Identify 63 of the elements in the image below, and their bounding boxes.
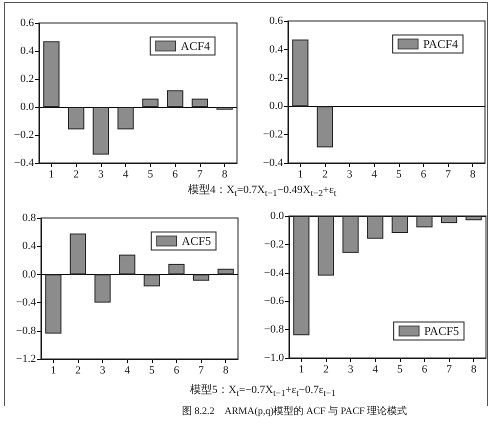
y-tick-label: −1.2 xyxy=(16,353,36,365)
x-tick-label: 1 xyxy=(298,364,304,376)
text: 模型4：X$_{t}$=0.7X$_{t−1}$−0.49X$_{t−2}$+ε$_{t}$ xyxy=(188,183,336,200)
x-tick-label: 3 xyxy=(98,168,104,180)
y-tick-label: 0.0 xyxy=(22,268,36,280)
x-tick-label: 2 xyxy=(75,364,81,376)
y-tick-label: −0.2 xyxy=(14,129,34,141)
y-tick-label: 0.4 xyxy=(20,45,34,57)
y-tick-label: 0.0 xyxy=(269,100,284,112)
caption: 图 8.2.2 ARMA(p,q)模型的 ACF 与 PACF 理论模式 xyxy=(182,404,408,419)
y-tick-label: −0.4 xyxy=(14,157,34,169)
x-tick-label: 8 xyxy=(470,364,477,376)
x-tick-label: 6 xyxy=(174,364,180,376)
x-tick-label: 4 xyxy=(371,168,378,180)
y-tick-label: −0.6 xyxy=(264,295,284,308)
y-tick-label: −1.0 xyxy=(264,352,284,364)
x-tick-label: 3 xyxy=(346,168,353,180)
x-tick-label: 4 xyxy=(124,364,130,376)
y-tick-label: 0.0 xyxy=(270,210,284,222)
y-tick-label: 0.4 xyxy=(22,240,36,252)
x-tick-label: 1 xyxy=(50,364,56,376)
x-tick-label: 8 xyxy=(222,168,228,180)
y-tick-label: 0.6 xyxy=(20,17,34,29)
y-tick-label: −0.4 xyxy=(16,296,36,309)
x-tick-label: 8 xyxy=(222,364,229,376)
x-tick-label: 7 xyxy=(446,364,452,376)
y-tick-label: 0.0 xyxy=(20,101,34,113)
y-tick-label: −0.8 xyxy=(264,324,284,336)
x-tick-label: 1 xyxy=(48,168,54,180)
x-tick-label: 2 xyxy=(322,168,328,180)
legend-label: ACF4 xyxy=(180,39,210,53)
y-tick-label: 0.6 xyxy=(269,15,284,27)
y-tick-label: 0.2 xyxy=(20,73,34,85)
y-tick-label: −0.2 xyxy=(263,128,283,141)
x-tick-label: 1 xyxy=(298,168,304,180)
x-tick-label: 3 xyxy=(348,364,354,376)
x-tick-label: 6 xyxy=(172,168,178,180)
text: 模型5：X$_{t}$=−0.7X$_{t−1}$+ε$_{t}$−0.7ε$_{t−1}$ xyxy=(190,383,336,400)
x-tick-label: 2 xyxy=(73,168,79,180)
x-tick-label: 4 xyxy=(122,168,129,180)
x-tick-label: 6 xyxy=(422,364,428,376)
y-tick-label: −0.2 xyxy=(264,238,284,250)
legend-label: ACF5 xyxy=(182,234,211,248)
x-tick-label: 4 xyxy=(372,364,378,376)
x-tick-label: 5 xyxy=(149,364,156,376)
x-tick-label: 7 xyxy=(198,364,204,376)
y-tick-label: 0.2 xyxy=(269,72,283,84)
x-tick-label: 8 xyxy=(470,168,476,180)
legend-label: PACF4 xyxy=(423,37,458,51)
y-tick-label: 0.8 xyxy=(22,212,36,224)
x-tick-label: 5 xyxy=(396,168,402,180)
x-tick-label: 7 xyxy=(445,168,452,180)
y-tick-label: −0.8 xyxy=(16,324,36,337)
y-tick-label: −0.4 xyxy=(263,157,284,169)
x-tick-label: 2 xyxy=(323,364,329,376)
y-tick-label: −0.4 xyxy=(264,266,284,279)
x-tick-label: 5 xyxy=(397,364,404,376)
legend-label: PACF5 xyxy=(424,324,460,338)
x-tick-label: 3 xyxy=(100,364,106,376)
x-tick-label: 7 xyxy=(197,168,204,180)
x-tick-label: 6 xyxy=(420,168,427,180)
x-tick-label: 5 xyxy=(148,168,154,180)
y-tick-label: 0.4 xyxy=(269,43,284,56)
